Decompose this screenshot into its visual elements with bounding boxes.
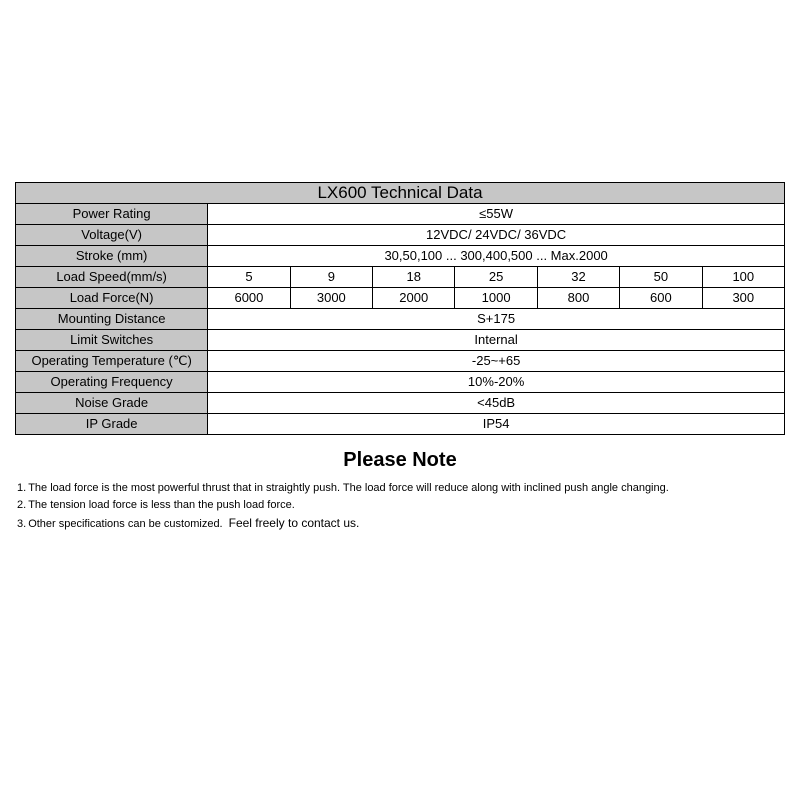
table-row: Operating Temperature (℃)-25~+65 <box>16 351 785 372</box>
row-value: ≤55W <box>208 204 785 225</box>
row-label: Load Speed(mm/s) <box>16 267 208 288</box>
row-cell: 100 <box>702 267 784 288</box>
row-cell: 25 <box>455 267 537 288</box>
row-value: IP54 <box>208 414 785 435</box>
table-row: Limit SwitchesInternal <box>16 330 785 351</box>
row-cell: 800 <box>537 288 619 309</box>
note-number: 3. <box>17 516 26 533</box>
spec-table: LX600 Technical DataPower Rating≤55WVolt… <box>15 182 785 435</box>
row-cell: 1000 <box>455 288 537 309</box>
note-number: 2. <box>17 497 26 514</box>
row-value: -25~+65 <box>208 351 785 372</box>
row-label: Operating Temperature (℃) <box>16 351 208 372</box>
table-row: Load Speed(mm/s)5918253250100 <box>16 267 785 288</box>
content-area: LX600 Technical DataPower Rating≤55WVolt… <box>15 182 785 533</box>
row-label: Voltage(V) <box>16 225 208 246</box>
row-value: 10%-20% <box>208 372 785 393</box>
row-cell: 6000 <box>208 288 290 309</box>
row-cell: 9 <box>290 267 372 288</box>
row-value: 12VDC/ 24VDC/ 36VDC <box>208 225 785 246</box>
row-label: Power Rating <box>16 204 208 225</box>
page: LX600 Technical DataPower Rating≤55WVolt… <box>0 0 800 800</box>
note-extra: Feel freely to contact us. <box>229 516 360 530</box>
row-cell: 2000 <box>373 288 455 309</box>
table-row: Stroke (mm)30,50,100 ... 300,400,500 ...… <box>16 246 785 267</box>
table-row: Mounting DistanceS+175 <box>16 309 785 330</box>
row-value: 30,50,100 ... 300,400,500 ... Max.2000 <box>208 246 785 267</box>
row-label: Noise Grade <box>16 393 208 414</box>
note-item: 2.The tension load force is less than th… <box>17 497 783 514</box>
row-cell: 18 <box>373 267 455 288</box>
table-row: Noise Grade<45dB <box>16 393 785 414</box>
row-value: Internal <box>208 330 785 351</box>
note-text: The load force is the most powerful thru… <box>28 480 783 497</box>
row-label: IP Grade <box>16 414 208 435</box>
note-text: Other specifications can be customized.F… <box>28 514 783 533</box>
row-label: Mounting Distance <box>16 309 208 330</box>
row-cell: 5 <box>208 267 290 288</box>
row-label: Stroke (mm) <box>16 246 208 267</box>
note-number: 1. <box>17 480 26 497</box>
row-label: Operating Frequency <box>16 372 208 393</box>
table-title: LX600 Technical Data <box>16 183 785 204</box>
note-item: 3.Other specifications can be customized… <box>17 514 783 533</box>
table-row: Voltage(V)12VDC/ 24VDC/ 36VDC <box>16 225 785 246</box>
notes-heading: Please Note <box>15 449 785 472</box>
table-row: Power Rating≤55W <box>16 204 785 225</box>
row-cell: 600 <box>620 288 702 309</box>
row-label: Load Force(N) <box>16 288 208 309</box>
row-value: <45dB <box>208 393 785 414</box>
table-row: Operating Frequency10%-20% <box>16 372 785 393</box>
row-cell: 32 <box>537 267 619 288</box>
row-value: S+175 <box>208 309 785 330</box>
row-label: Limit Switches <box>16 330 208 351</box>
notes-list: 1.The load force is the most powerful th… <box>15 480 785 533</box>
table-row: IP GradeIP54 <box>16 414 785 435</box>
table-row: Load Force(N)6000300020001000800600300 <box>16 288 785 309</box>
row-cell: 300 <box>702 288 784 309</box>
row-cell: 3000 <box>290 288 372 309</box>
row-cell: 50 <box>620 267 702 288</box>
note-text: The tension load force is less than the … <box>28 497 783 514</box>
note-item: 1.The load force is the most powerful th… <box>17 480 783 497</box>
